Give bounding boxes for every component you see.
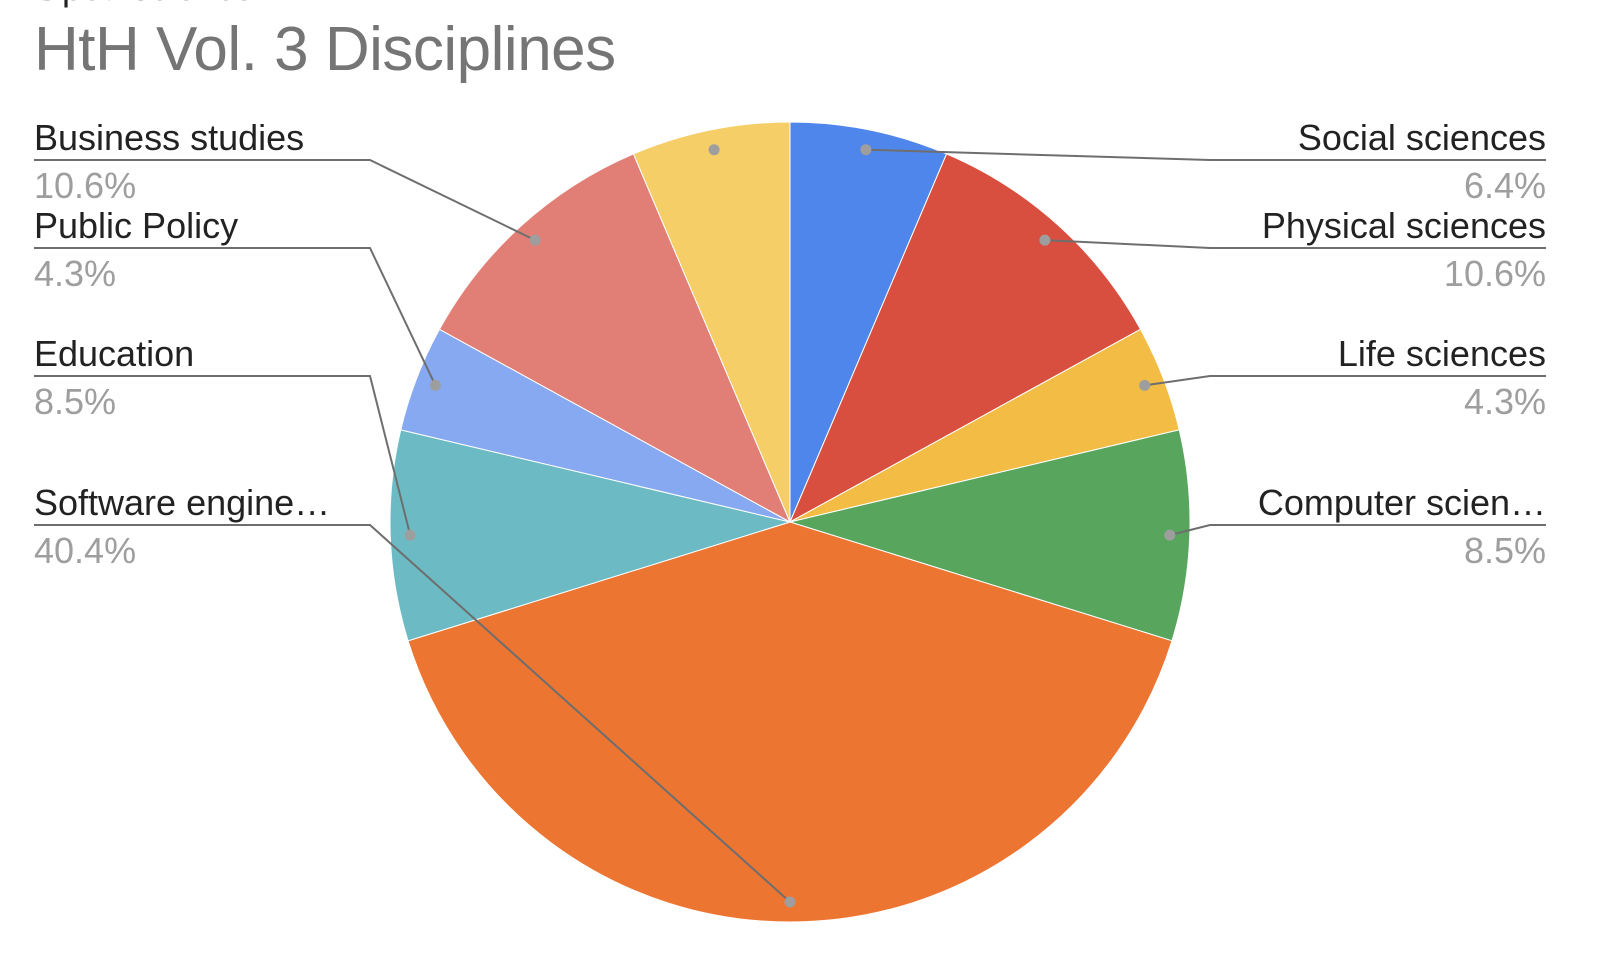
leader-dot	[1164, 529, 1176, 541]
slice-value-label: 10.6%	[34, 165, 136, 206]
slice-value-label: 40.4%	[34, 530, 136, 571]
leader-line	[1169, 524, 1546, 537]
leader-line	[1144, 375, 1546, 387]
leader-line	[1044, 239, 1546, 249]
leader-dot	[429, 379, 441, 391]
pie-slice	[389, 429, 792, 642]
pie-slice	[632, 121, 791, 523]
chart-title: HtH Vol. 3 Disciplines	[34, 15, 616, 84]
label-leaders	[34, 144, 1546, 908]
slice-label: Life sciences	[1338, 333, 1546, 374]
slice-label: Software engine…	[34, 482, 330, 523]
slice-value-label: 8.5%	[34, 381, 116, 422]
leader-line	[34, 159, 536, 241]
slice-value-label: 6.4%	[1464, 165, 1546, 206]
leader-dot	[1139, 379, 1151, 391]
slice-label: Public Policy	[34, 205, 238, 246]
leader-dot	[784, 896, 796, 908]
slice-value-label: 6.4%	[34, 0, 116, 8]
pie-slice	[438, 153, 792, 524]
slice-label: Education	[34, 333, 194, 374]
pie-slice	[788, 429, 1191, 642]
leader-dot	[708, 144, 720, 156]
pie-slice	[407, 521, 1173, 923]
slice-value-label: 4.3%	[1464, 381, 1546, 422]
leader-dot	[860, 144, 872, 156]
slice-label: Social sciences	[1298, 117, 1546, 158]
leader-dot	[404, 529, 416, 541]
slice-label: Open science	[34, 0, 254, 8]
slice-value-label: 4.3%	[34, 253, 116, 294]
slice-label: Computer scien…	[1258, 482, 1546, 523]
slice-value-label: 8.5%	[1464, 530, 1546, 571]
leader-line	[34, 247, 437, 386]
slice-label: Business studies	[34, 117, 304, 158]
leader-dot	[529, 234, 541, 246]
pie-slice	[788, 153, 1142, 524]
leader-dot	[1039, 234, 1051, 246]
leader-line	[34, 375, 412, 536]
slice-value-label: 10.6%	[1444, 253, 1546, 294]
pie-slices	[389, 121, 1191, 923]
leader-line	[34, 524, 791, 903]
slice-label: Physical sciences	[1262, 205, 1546, 246]
leader-line	[865, 148, 1546, 161]
